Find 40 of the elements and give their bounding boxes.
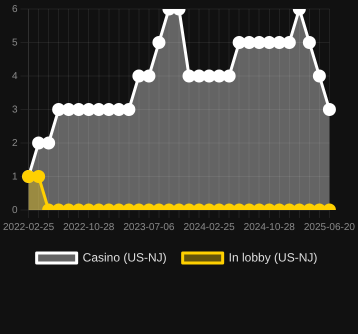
legend-label: In lobby (US-NJ)	[228, 250, 318, 264]
point	[242, 36, 256, 49]
y-tick-label: 5	[12, 37, 18, 48]
point	[322, 103, 336, 116]
y-tick-label: 3	[12, 104, 18, 116]
y-tick-label: 4	[12, 70, 18, 82]
x-tick-label: 2024-10-28	[244, 222, 296, 233]
point	[102, 103, 116, 116]
point	[72, 103, 86, 116]
point	[272, 36, 286, 49]
x-tick-label: 2022-02-25	[3, 222, 55, 233]
point	[222, 70, 236, 82]
x-tick-label: 2024-02-25	[184, 222, 236, 233]
point	[112, 103, 126, 116]
y-tick-label: 2	[12, 138, 18, 149]
point	[182, 70, 196, 82]
point	[252, 36, 266, 49]
point	[152, 36, 166, 49]
point	[52, 103, 66, 116]
point	[232, 36, 246, 49]
x-tick-label: 2023-07-06	[123, 222, 175, 233]
point	[132, 70, 146, 82]
x-tick-label: 2022-10-28	[63, 222, 115, 233]
point	[262, 36, 276, 49]
point	[282, 36, 296, 49]
y-tick-label: 1	[12, 171, 18, 182]
y-tick-label: 0	[12, 204, 18, 216]
point	[302, 36, 316, 49]
point	[122, 103, 136, 116]
legend-label: Casino (US-NJ)	[82, 250, 167, 264]
point	[82, 103, 96, 116]
point	[62, 103, 76, 116]
point	[92, 103, 106, 116]
x-tick-label: 2025-06-20	[304, 222, 356, 233]
point	[312, 70, 326, 82]
point	[212, 70, 226, 82]
point	[202, 70, 216, 82]
y-tick-label: 6	[12, 4, 18, 15]
point	[192, 70, 206, 82]
point	[142, 70, 156, 82]
